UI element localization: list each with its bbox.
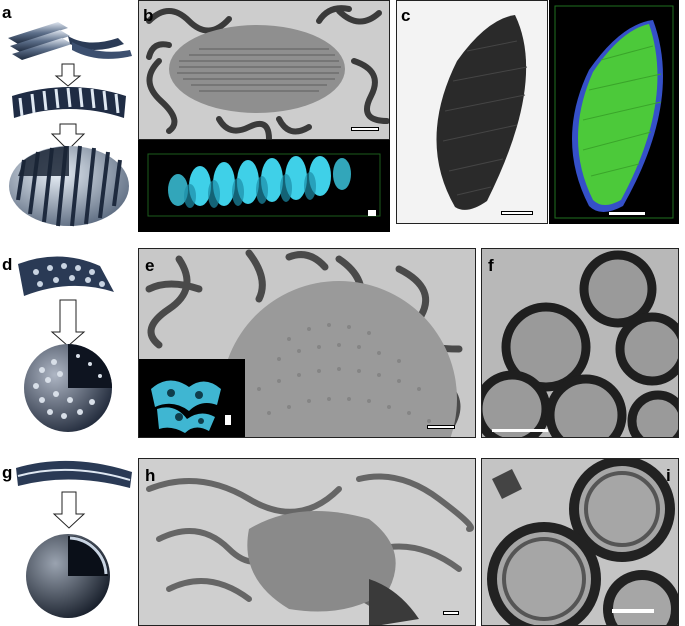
tem-micrograph-i bbox=[487, 459, 678, 625]
tem-micrograph-b bbox=[146, 5, 389, 139]
lamellar-cylinder-scheme bbox=[8, 22, 132, 227]
panel-label-i: i bbox=[666, 466, 671, 485]
scale-bar-c-tomogram bbox=[609, 212, 645, 215]
scale-bar-e-inset bbox=[225, 415, 231, 425]
striped-ellipsoid bbox=[9, 145, 129, 227]
panel-h-tem: h bbox=[138, 458, 476, 626]
tem-micrograph-f bbox=[482, 250, 678, 437]
panel-label-b: b bbox=[143, 6, 154, 25]
scale-bar-i bbox=[612, 609, 654, 613]
tem-micrograph-c bbox=[436, 15, 528, 210]
scale-bar-h bbox=[443, 611, 459, 615]
inset-network-3d bbox=[151, 380, 221, 433]
scale-bar-e bbox=[427, 425, 455, 429]
panel-i-tem: i bbox=[481, 458, 679, 626]
panel-a-scheme: a bbox=[0, 0, 138, 232]
panel-e-inset-tomogram bbox=[139, 359, 245, 437]
tomogram-3d-c bbox=[554, 5, 674, 219]
bilayer-sheet-scheme bbox=[16, 460, 132, 618]
perforated-sheet-scheme bbox=[18, 256, 114, 432]
curved-rod-array bbox=[12, 87, 126, 118]
panel-label-g: g bbox=[2, 463, 13, 482]
panel-g-scheme: g bbox=[0, 452, 138, 626]
scale-bar-f bbox=[492, 429, 548, 432]
panel-label-e: e bbox=[145, 256, 155, 275]
rod-bundle bbox=[8, 22, 132, 60]
tem-micrograph-h bbox=[146, 473, 474, 625]
tomogram-3d-b bbox=[147, 153, 381, 217]
scale-bar-c bbox=[501, 211, 533, 215]
panel-c-tomogram bbox=[549, 0, 679, 224]
panel-label-f: f bbox=[488, 256, 494, 275]
scale-bar-b-tomogram bbox=[368, 210, 376, 216]
panel-e-tem: e bbox=[138, 248, 476, 438]
tem-micrograph-e bbox=[145, 249, 463, 437]
panel-d-scheme: d bbox=[0, 248, 138, 438]
panel-label-d: d bbox=[2, 255, 13, 274]
panel-b-tomogram bbox=[138, 140, 390, 232]
panel-label-h: h bbox=[145, 466, 156, 485]
panel-label-a: a bbox=[2, 3, 12, 22]
panel-f-tem: f bbox=[481, 248, 679, 438]
panel-c-tem: c bbox=[396, 0, 548, 224]
panel-b-tem: b bbox=[138, 0, 390, 140]
scale-bar-b bbox=[351, 127, 379, 131]
panel-label-c: c bbox=[401, 6, 411, 25]
